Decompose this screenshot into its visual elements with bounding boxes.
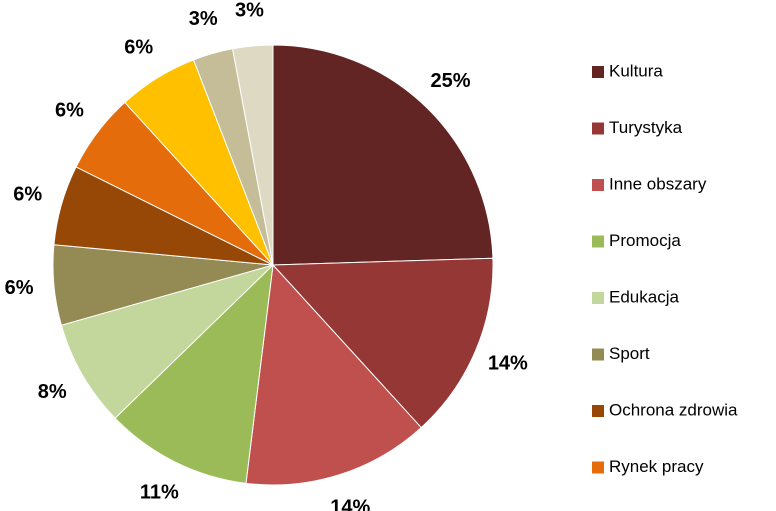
data-label: 14%	[330, 496, 370, 511]
data-label: 14%	[488, 353, 528, 375]
data-label: 25%	[430, 70, 470, 92]
legend-label: Turystyka	[609, 118, 683, 137]
legend-swatch	[592, 292, 604, 304]
pie-slice	[60, 264, 274, 419]
pie-slice	[245, 263, 422, 486]
legend-label: Inne obszary	[609, 174, 707, 193]
data-label: 8%	[38, 381, 67, 403]
legend-label: Sport	[609, 344, 650, 363]
legend-label: Kultura	[609, 61, 663, 80]
legend-swatch	[592, 461, 604, 474]
legend-label: Ochrona zdrowia	[609, 400, 738, 419]
legend-label: Promocja	[609, 231, 681, 250]
legend-label: Edukacja	[609, 287, 679, 306]
data-label: 6%	[5, 277, 34, 299]
legend-swatch	[592, 348, 604, 361]
pie-slice	[231, 44, 274, 266]
data-label: 6%	[55, 100, 84, 122]
pie-slice	[272, 44, 494, 266]
pie-slice	[114, 263, 274, 484]
pie-slice	[271, 257, 494, 429]
legend-swatch	[592, 405, 604, 417]
legend-swatch	[592, 122, 604, 135]
legend-label: Rynek pracy	[609, 457, 704, 476]
legend-swatch	[592, 235, 604, 248]
data-label: 6%	[124, 36, 153, 58]
data-label: 3%	[235, 0, 264, 21]
data-label: 6%	[13, 183, 42, 205]
data-label: 3%	[189, 8, 218, 30]
legend-swatch	[592, 66, 604, 78]
legend-swatch	[592, 179, 604, 191]
data-label: 11%	[140, 482, 179, 504]
